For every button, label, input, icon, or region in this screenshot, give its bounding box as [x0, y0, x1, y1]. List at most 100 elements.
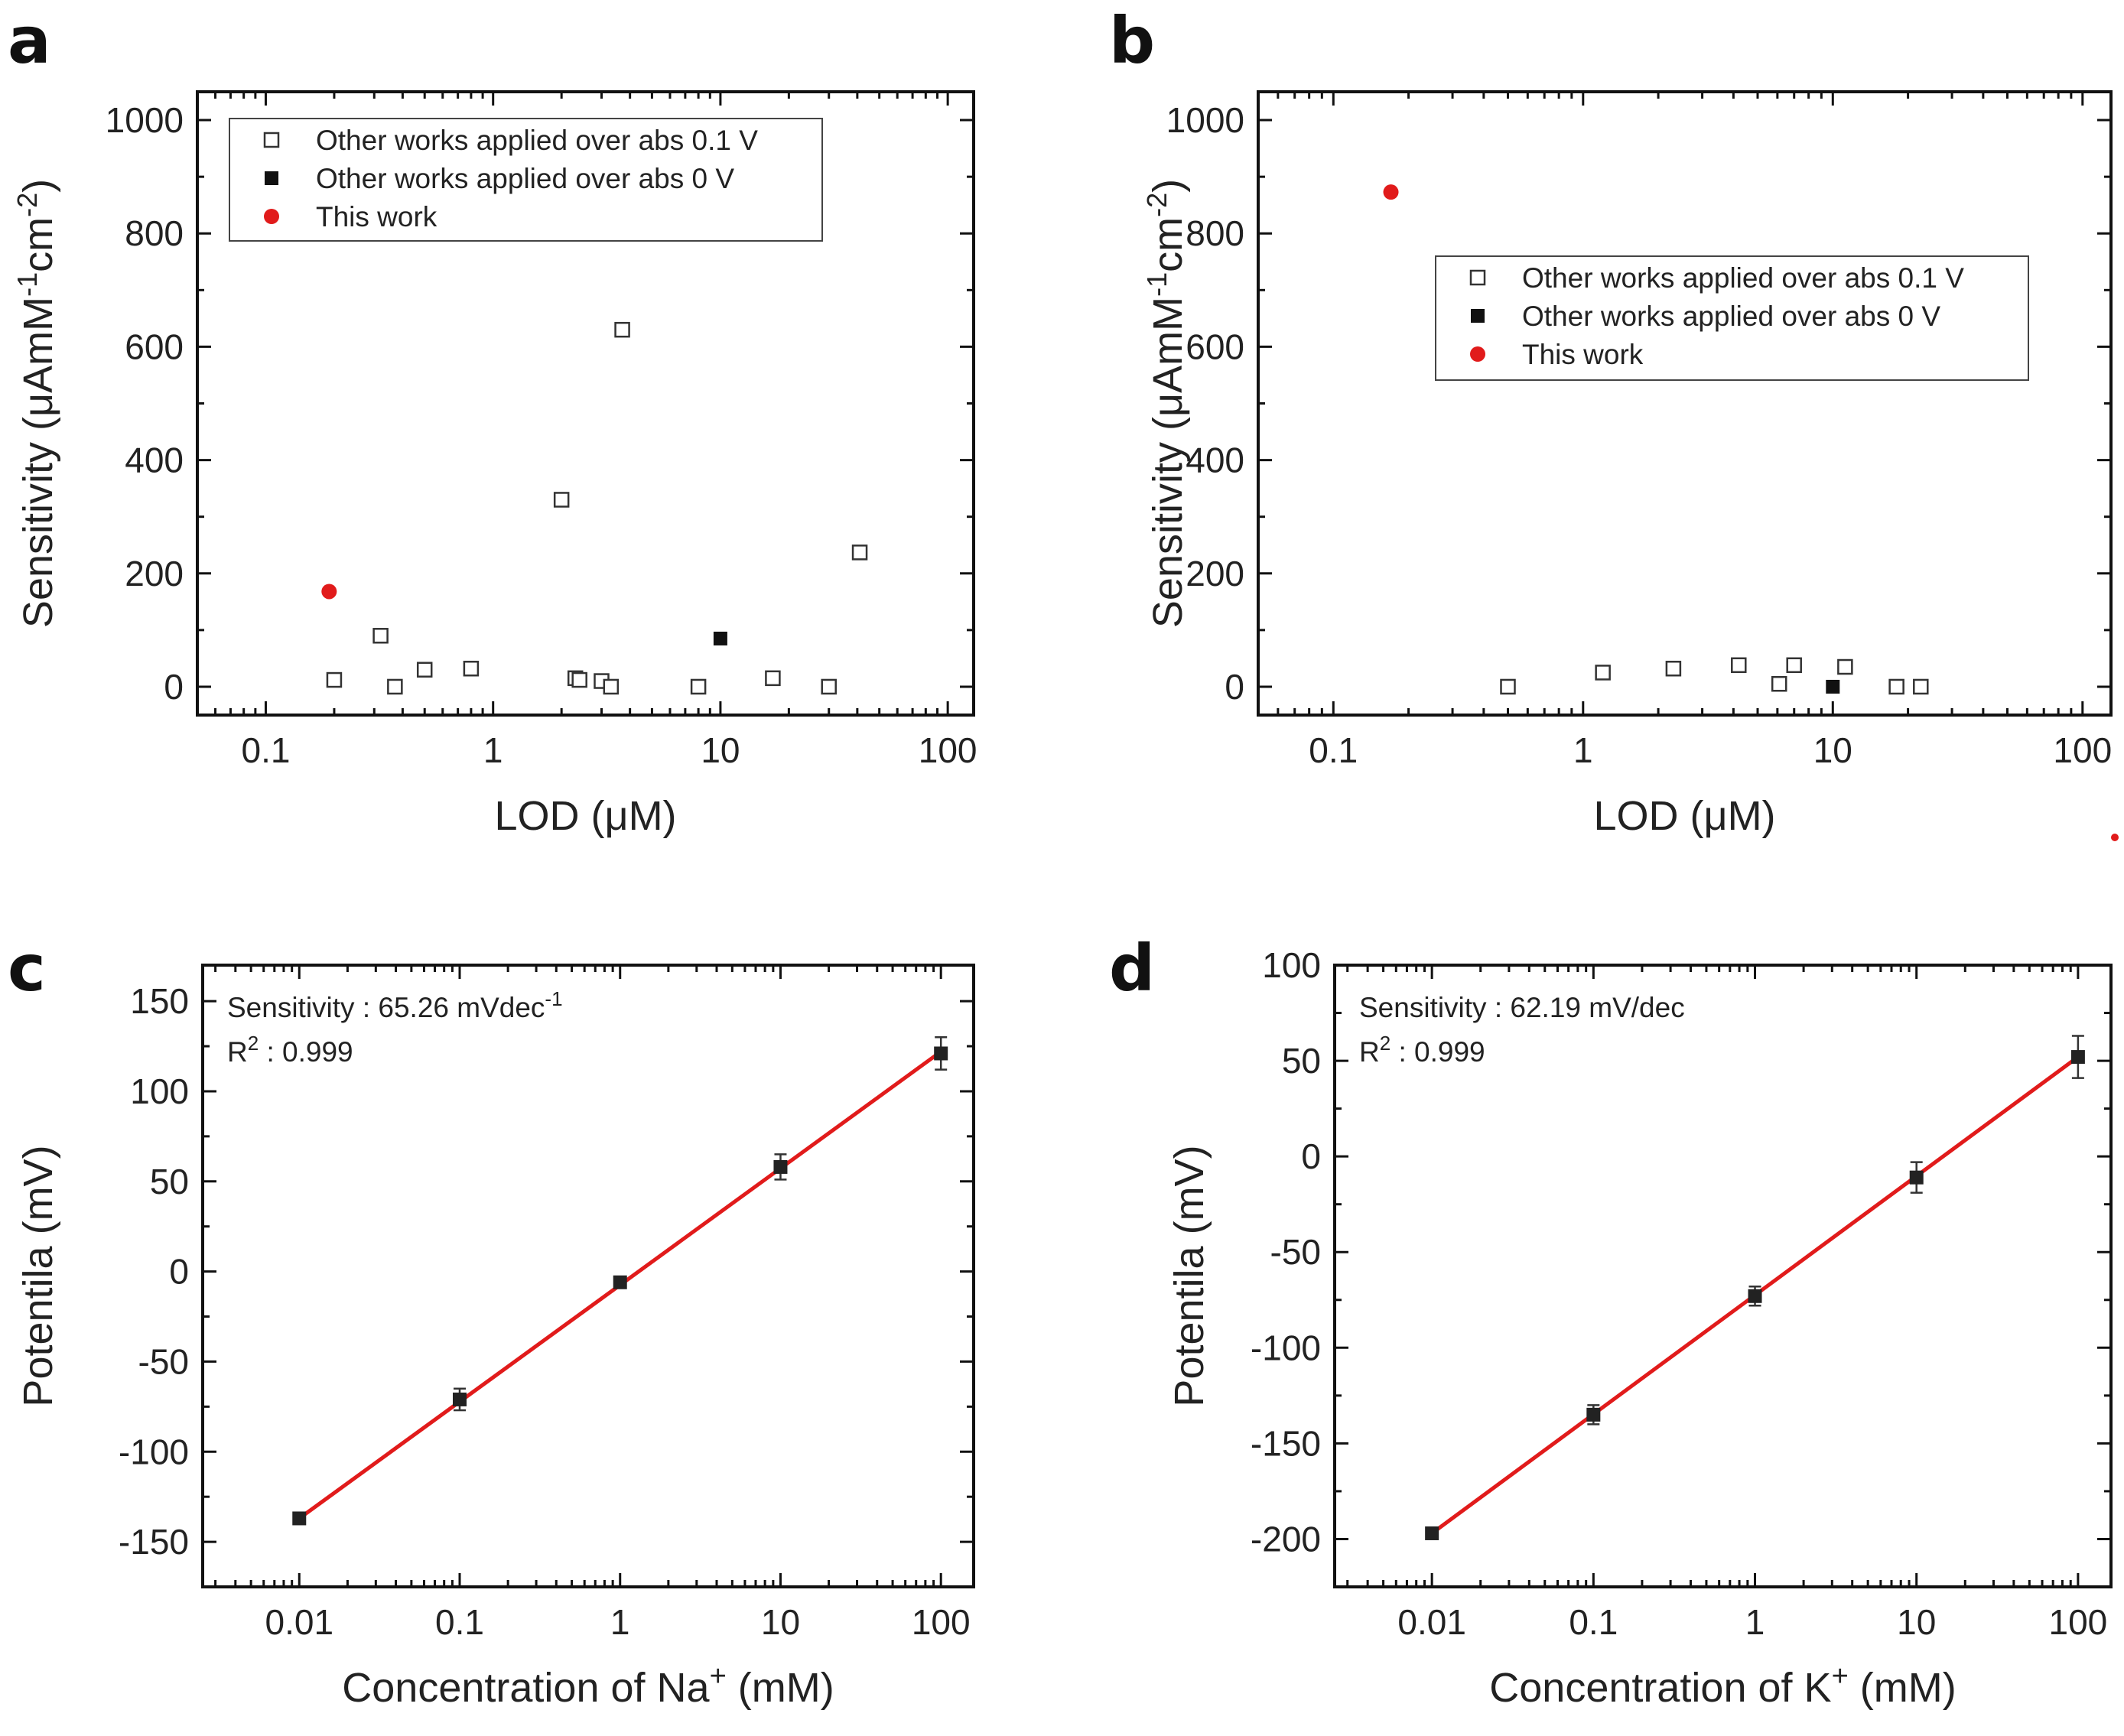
x-tick-label: 10 — [761, 1602, 800, 1642]
data-point — [1425, 1526, 1439, 1540]
x-tick-label: 100 — [2053, 730, 2112, 770]
x-axis-title: Concentration of K+ (mM) — [1489, 1660, 1956, 1711]
y-tick-label: 800 — [125, 213, 184, 253]
data-point-series-0 — [372, 628, 389, 644]
panel-letter: a — [8, 3, 51, 78]
data-point-series-0 — [1731, 657, 1747, 674]
y-tick-label: 200 — [1186, 554, 1244, 593]
legend-marker — [1470, 346, 1485, 362]
data-point-series-0 — [821, 678, 837, 695]
data-point-series-1 — [1826, 679, 1840, 694]
data-point-series-2 — [321, 584, 337, 600]
x-tick-label: 0.1 — [241, 730, 290, 770]
data-point-series-0 — [690, 678, 707, 695]
y-tick-label: 100 — [130, 1071, 189, 1111]
y-tick-label: -100 — [119, 1432, 189, 1471]
r2-annotation: R2 : 0.999 — [227, 1032, 353, 1068]
data-point-series-2 — [1383, 184, 1399, 200]
y-tick-label: 50 — [150, 1162, 189, 1201]
legend-marker — [265, 171, 278, 185]
y-tick-label: 0 — [1225, 667, 1244, 707]
legend-label: Other works applied over abs 0.1 V — [1522, 262, 1964, 294]
sensitivity-annotation: Sensitivity : 65.26 mVdec-1 — [227, 987, 563, 1023]
y-tick-label: -100 — [1251, 1328, 1321, 1367]
data-point-series-1 — [713, 631, 727, 645]
y-tick-label: -150 — [119, 1522, 189, 1562]
y-tick-label: 800 — [1186, 213, 1244, 253]
data-point-series-0 — [387, 678, 403, 695]
data-point-series-0 — [463, 660, 480, 677]
x-tick-label: 1 — [1573, 730, 1593, 770]
data-point — [2070, 1050, 2085, 1065]
x-tick-label: 10 — [1897, 1602, 1936, 1642]
data-point — [934, 1046, 948, 1061]
red-dot-artifact — [2111, 834, 2119, 841]
x-axis-title: LOD (μM) — [494, 793, 676, 839]
data-point — [1909, 1170, 1924, 1185]
y-axis-title: Potentila (mV) — [15, 1145, 61, 1406]
y-axis-title: Sensitivity (μAmM-1cm-2) — [11, 179, 62, 628]
x-tick-label: 100 — [912, 1602, 971, 1642]
plot-frame — [1333, 964, 2113, 1588]
x-axis-title: Concentration of Na+ (mM) — [342, 1660, 834, 1711]
legend-marker — [264, 209, 279, 224]
y-tick-label: 1000 — [1166, 100, 1244, 140]
y-tick-label: 0 — [1301, 1136, 1321, 1176]
y-tick-label: 0 — [169, 1252, 189, 1292]
data-point-series-0 — [1500, 678, 1516, 695]
y-tick-label: -200 — [1251, 1519, 1321, 1559]
data-point — [1586, 1407, 1601, 1422]
x-tick-label: 1 — [610, 1602, 630, 1642]
x-tick-label: 0.1 — [1309, 730, 1358, 770]
plot-frame — [1257, 90, 2113, 717]
legend-marker — [1471, 309, 1485, 323]
legend-label: This work — [1522, 339, 1644, 370]
data-point — [453, 1392, 467, 1406]
y-tick-label: 600 — [125, 327, 184, 366]
data-point-series-0 — [765, 670, 781, 687]
x-tick-label: 0.1 — [1569, 1602, 1618, 1642]
x-tick-label: 1 — [1745, 1602, 1765, 1642]
y-tick-label: 100 — [1262, 945, 1321, 985]
x-axis-title: LOD (μM) — [1593, 793, 1775, 839]
data-point — [613, 1275, 627, 1289]
data-point-series-0 — [1888, 678, 1904, 695]
data-point-series-0 — [603, 678, 620, 695]
legend-label: Other works applied over abs 0 V — [1522, 301, 1940, 332]
legend-box — [229, 118, 823, 242]
data-point-series-0 — [1771, 676, 1787, 692]
data-point — [292, 1511, 307, 1526]
data-point — [773, 1159, 788, 1174]
data-point-series-0 — [1913, 678, 1929, 695]
x-tick-label: 0.01 — [1397, 1602, 1466, 1642]
y-tick-label: -50 — [138, 1341, 189, 1381]
r2-annotation: R2 : 0.999 — [1359, 1032, 1485, 1068]
y-tick-label: -50 — [1270, 1232, 1321, 1272]
sensitivity-annotation: Sensitivity : 62.19 mV/dec — [1359, 992, 1685, 1023]
y-tick-label: 600 — [1186, 327, 1244, 366]
data-point-series-0 — [1837, 658, 1853, 675]
y-tick-label: 200 — [125, 554, 184, 593]
y-tick-label: 400 — [1186, 441, 1244, 480]
x-tick-label: 0.1 — [435, 1602, 484, 1642]
legend-label: Other works applied over abs 0 V — [316, 163, 734, 194]
data-point — [1748, 1289, 1762, 1303]
y-tick-label: 0 — [164, 667, 184, 707]
chart-panel-c: c 0.01 0.1 1 10 100 -150 -100 -50 0 50 100 150 Concen… — [8, 931, 975, 1711]
data-point-series-0 — [326, 671, 343, 688]
data-point-series-0 — [614, 321, 630, 338]
y-tick-label: 1000 — [106, 100, 184, 140]
data-point-series-0 — [851, 545, 868, 561]
x-tick-label: 1 — [483, 730, 503, 770]
y-tick-label: 150 — [130, 981, 189, 1021]
data-point-series-0 — [571, 671, 587, 688]
data-point-series-0 — [1786, 657, 1802, 674]
data-point-series-0 — [1595, 665, 1611, 681]
data-point-series-0 — [553, 492, 570, 508]
legend-label: Other works applied over abs 0.1 V — [316, 125, 758, 156]
x-tick-label: 100 — [2049, 1602, 2108, 1642]
legend-marker — [263, 132, 280, 148]
chart-panel-d: d 0.01 0.1 1 10 100 -200 -150 -100 -50 0 50 100 Conce… — [1109, 931, 2113, 1711]
